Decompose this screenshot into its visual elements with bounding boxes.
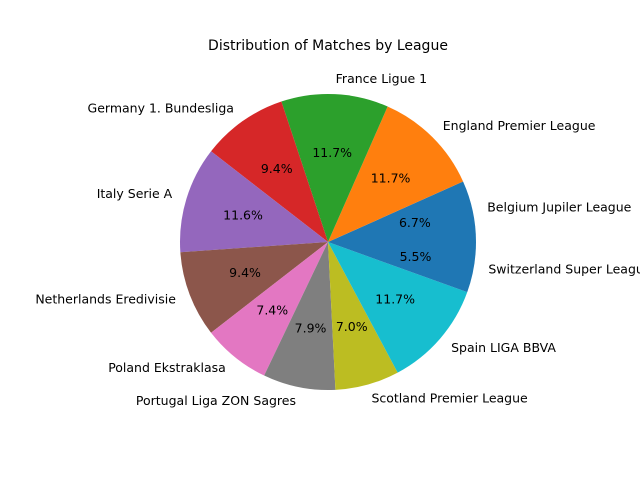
slice-percent-germany-1-bundesliga: 9.4% [261, 161, 293, 176]
slice-label-france-ligue-1: France Ligue 1 [336, 71, 427, 86]
slice-label-italy-serie-a: Italy Serie A [97, 186, 173, 201]
slice-label-belgium-jupiler-league: Belgium Jupiler League [487, 199, 631, 214]
slice-label-scotland-premier-league: Scotland Premier League [371, 390, 528, 405]
slice-percent-netherlands-eredivisie: 9.4% [229, 265, 261, 280]
chart-title: Distribution of Matches by League [208, 38, 448, 54]
slice-percent-switzerland-super-league: 5.5% [400, 249, 432, 264]
slice-percent-france-ligue-1: 11.7% [312, 145, 352, 160]
slice-percent-poland-ekstraklasa: 7.4% [256, 303, 288, 318]
slice-label-england-premier-league: England Premier League [443, 118, 596, 133]
slice-label-switzerland-super-league: Switzerland Super League [488, 261, 640, 276]
slice-label-germany-1-bundesliga: Germany 1. Bundesliga [88, 101, 234, 116]
pie-slices [180, 94, 476, 390]
slice-label-poland-ekstraklasa: Poland Ekstraklasa [108, 360, 226, 375]
slice-percent-england-premier-league: 11.7% [371, 171, 411, 186]
slice-label-portugal-liga-zon-sagres: Portugal Liga ZON Sagres [136, 393, 296, 408]
slice-percent-portugal-liga-zon-sagres: 7.9% [295, 321, 327, 336]
slice-percent-italy-serie-a: 11.6% [223, 208, 263, 223]
slice-label-spain-liga-bbva: Spain LIGA BBVA [451, 340, 556, 355]
slice-percent-belgium-jupiler-league: 6.7% [399, 215, 431, 230]
slice-percent-spain-liga-bbva: 11.7% [375, 292, 415, 307]
slice-label-netherlands-eredivisie: Netherlands Eredivisie [35, 292, 176, 307]
slice-percent-scotland-premier-league: 7.0% [336, 319, 368, 334]
